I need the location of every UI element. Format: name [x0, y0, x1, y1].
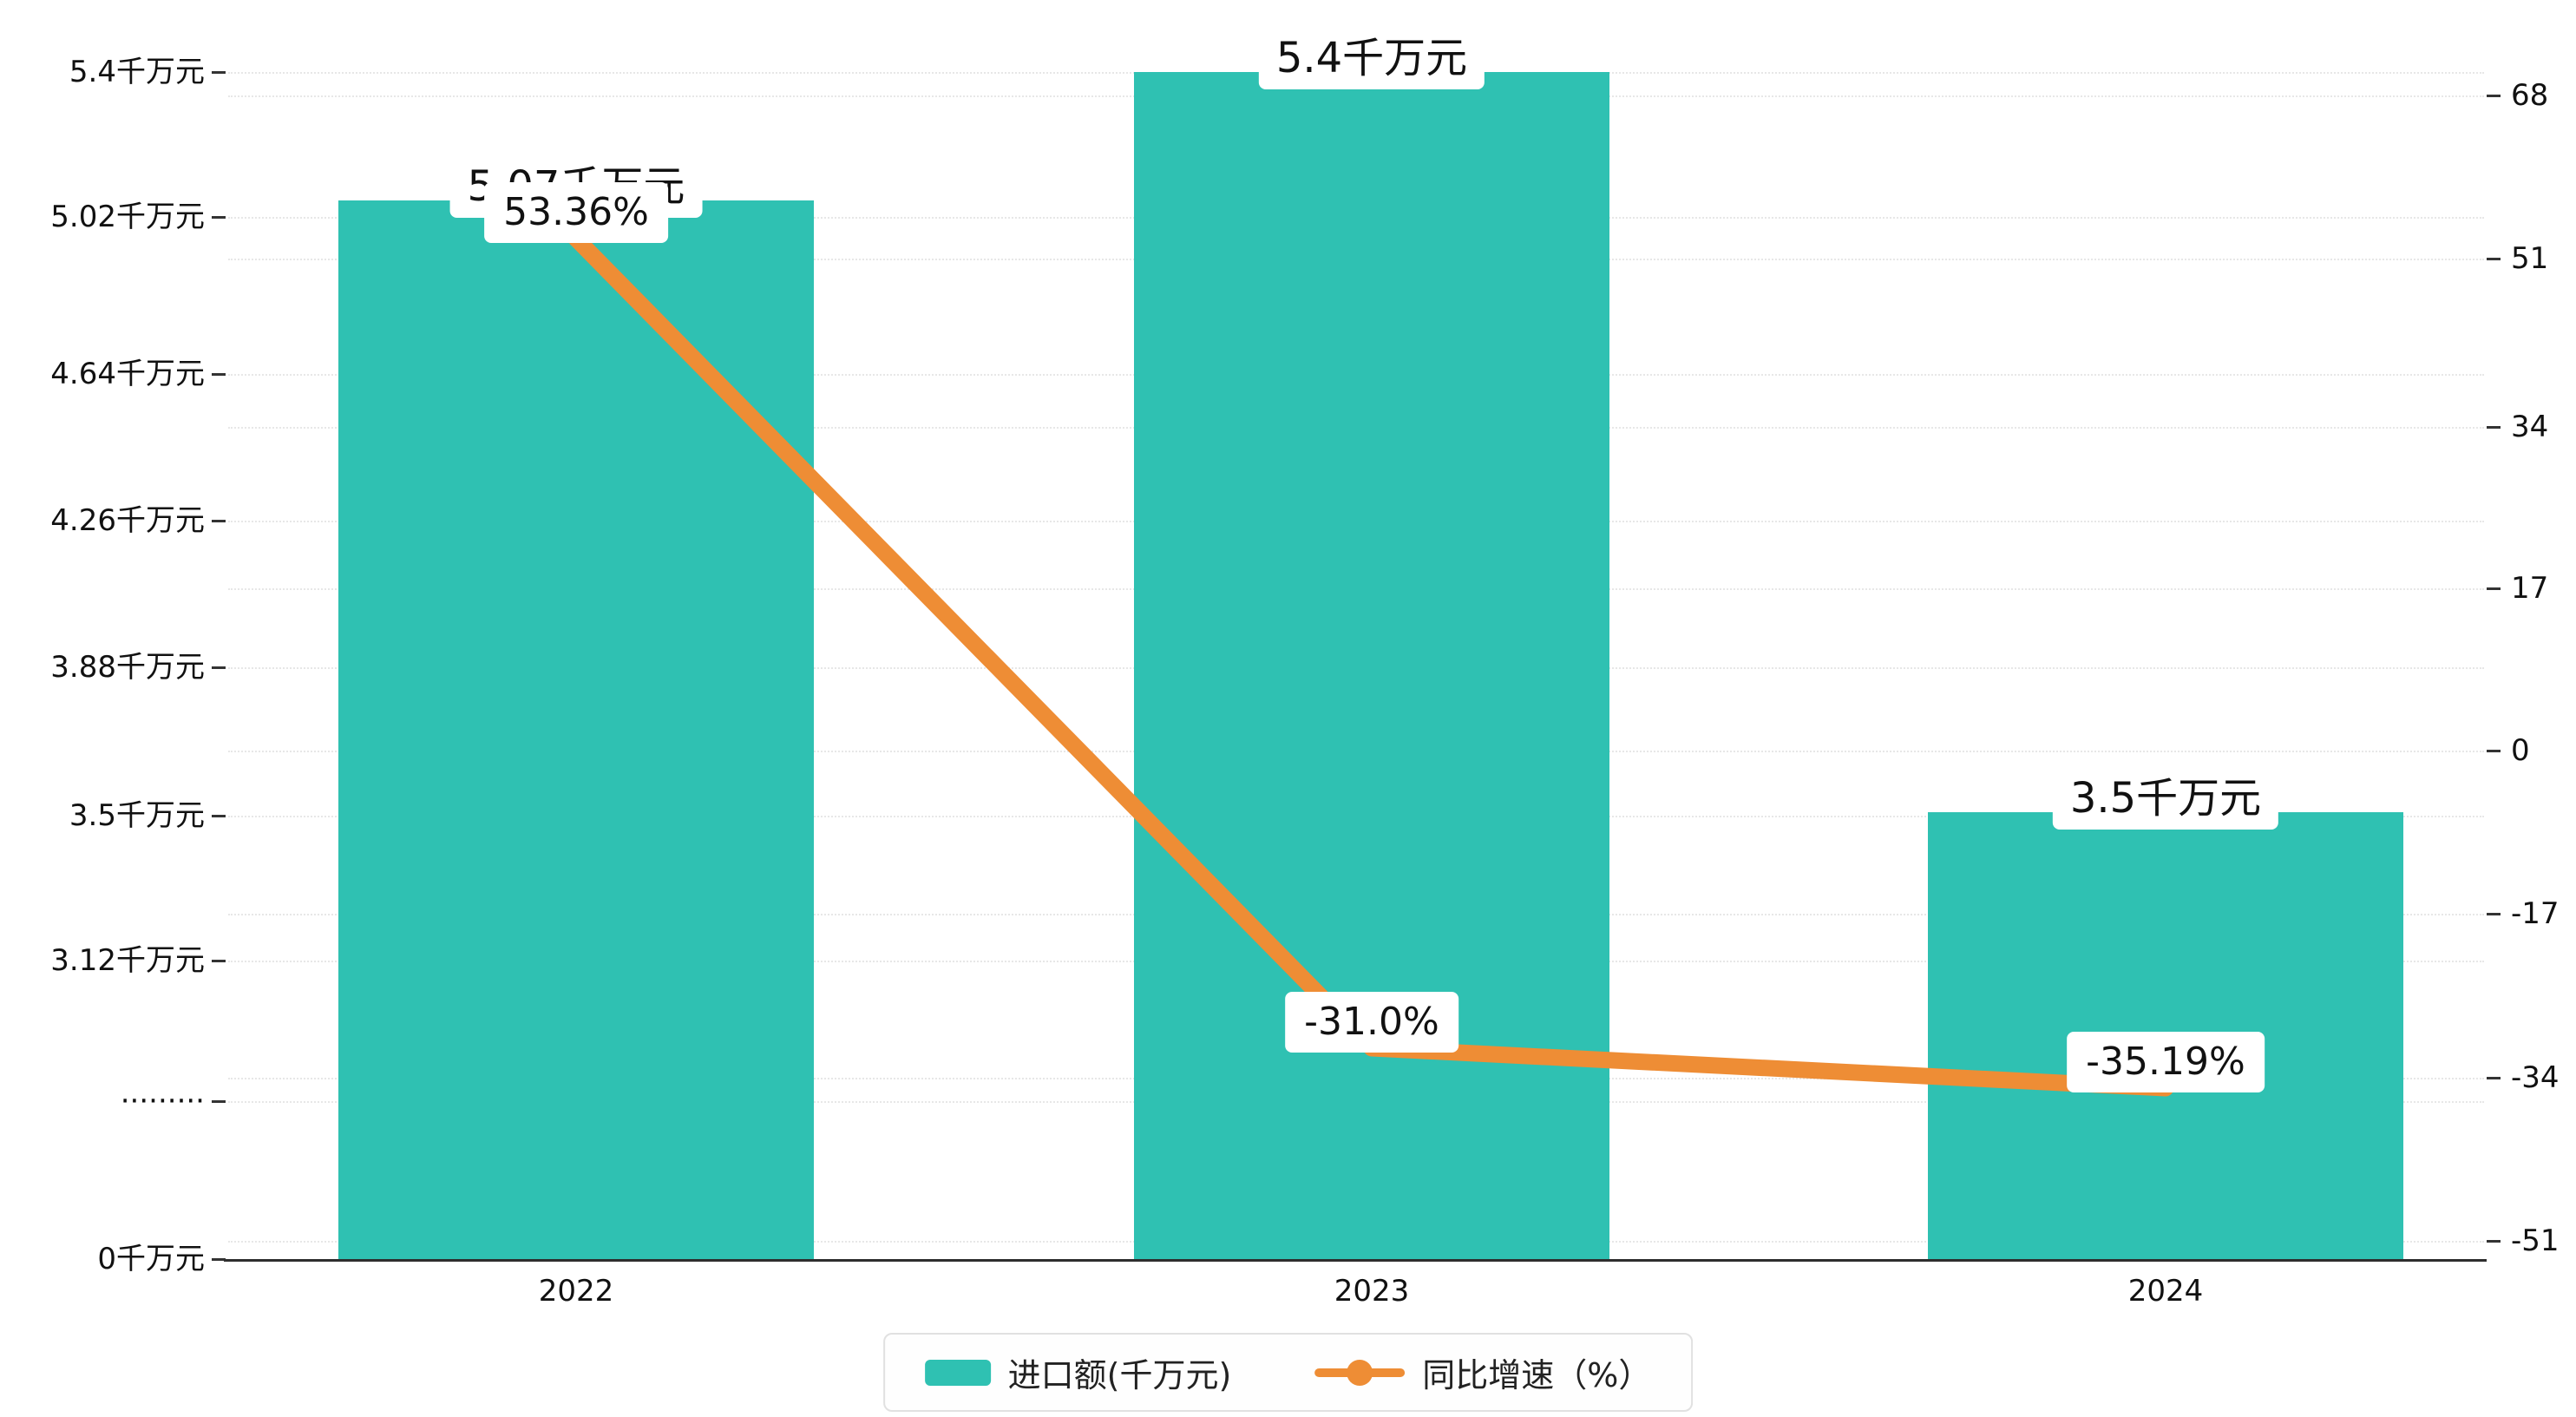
left-axis-tick-mark [212, 815, 226, 817]
left-axis-tick-mark [212, 666, 226, 669]
left-axis-tick-label: ········· [120, 1084, 205, 1119]
left-axis-tick-mark [212, 71, 226, 74]
growth-label-2024: -35.19% [2067, 1032, 2265, 1093]
legend-item-import-value[interactable]: 进口额(千万元) [924, 1348, 1232, 1396]
right-axis-tick-label: -51 [2511, 1223, 2560, 1258]
growth-label-2022: 53.36% [484, 181, 668, 243]
right-axis-tick-mark [2487, 1240, 2501, 1243]
growth-line-path [567, 230, 2174, 1097]
x-axis-label-2023: 2023 [1334, 1274, 1410, 1309]
bar-value-label-2024: 3.5千万元 [2052, 767, 2279, 830]
x-axis-label-2024: 2024 [2127, 1274, 2204, 1309]
left-axis-tick-label: 0千万元 [97, 1242, 205, 1276]
bar-2022 [338, 200, 814, 1259]
right-axis-tick-mark [2487, 750, 2501, 752]
right-axis-tick-label: -17 [2511, 896, 2560, 931]
left-axis-tick-mark [212, 1258, 226, 1261]
line-series-marker [1314, 1359, 1406, 1386]
x-axis-line [224, 1259, 2487, 1262]
left-axis-tick-mark [212, 960, 226, 962]
line-marker-dot [1347, 1359, 1373, 1386]
left-axis-tick-label: 3.5千万元 [69, 798, 205, 833]
left-axis-tick-label: 4.26千万元 [50, 503, 205, 538]
growth-label-2023: -31.0% [1285, 991, 1458, 1053]
legend-item-growth-rate[interactable]: 同比增速（%） [1314, 1348, 1651, 1396]
right-axis-tick-mark [2487, 95, 2501, 97]
legend-label-import-value: 进口额(千万元) [1007, 1356, 1232, 1394]
left-axis-tick-mark [212, 520, 226, 522]
right-axis-tick-label: 17 [2511, 571, 2549, 606]
legend-label-growth-rate: 同比增速（%） [1422, 1356, 1652, 1394]
left-axis-tick-label: 5.02千万元 [50, 200, 205, 234]
right-axis-tick-mark [2487, 587, 2501, 590]
x-axis-label-2022: 2022 [538, 1274, 614, 1309]
left-axis-tick-mark [212, 1100, 226, 1103]
left-axis-tick-mark [212, 373, 226, 376]
right-axis-tick-label: 68 [2511, 78, 2549, 113]
right-axis-tick-mark [2487, 913, 2501, 915]
right-axis-tick-mark [2487, 258, 2501, 260]
right-axis-tick-mark [2487, 426, 2501, 429]
left-axis-tick-mark [212, 216, 226, 219]
bar-series-swatch [924, 1359, 991, 1386]
right-axis-tick-mark [2487, 1077, 2501, 1079]
bar-value-label-2023: 5.4千万元 [1258, 27, 1485, 89]
left-axis-tick-label: 3.88千万元 [50, 650, 205, 685]
left-axis-tick-label: 3.12千万元 [50, 943, 205, 978]
legend: 进口额(千万元) 同比增速（%） [882, 1333, 1694, 1412]
right-axis-tick-label: 34 [2511, 410, 2549, 444]
right-axis-tick-label: 51 [2511, 241, 2549, 276]
right-axis-tick-label: 0 [2511, 733, 2530, 768]
right-axis-tick-label: -34 [2511, 1060, 2560, 1095]
left-axis-tick-label: 4.64千万元 [50, 357, 205, 391]
left-axis-tick-label: 5.4千万元 [69, 55, 205, 89]
